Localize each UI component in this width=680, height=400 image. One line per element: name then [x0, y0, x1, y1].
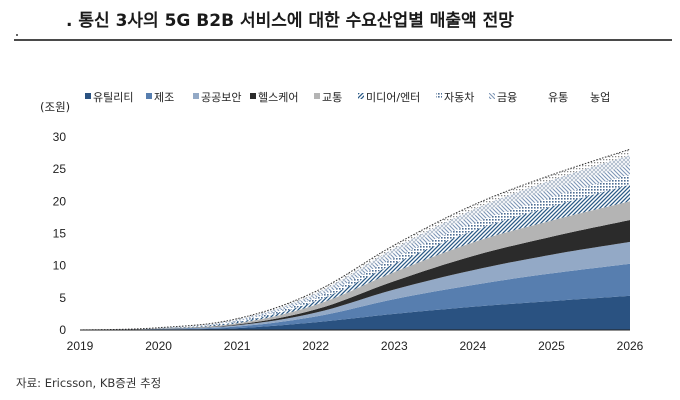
legend-label: 헬스케어 — [258, 91, 298, 104]
legend-swatch — [358, 93, 364, 99]
legend-item-자동차: 자동차 — [436, 91, 474, 104]
y-tick-label: 5 — [59, 291, 66, 305]
legend-item-미디어/엔터: 미디어/엔터 — [358, 91, 420, 104]
legend-swatch — [85, 93, 91, 99]
x-tick-label: 2022 — [302, 339, 329, 353]
legend-item-공공보안: 공공보안 — [193, 91, 241, 104]
y-tick-label: 10 — [53, 259, 67, 273]
legend-label: 유통 — [548, 91, 568, 104]
x-tick-label: 2019 — [67, 339, 94, 353]
legend-label: 농업 — [590, 91, 610, 104]
legend-swatch — [193, 93, 199, 99]
stacked-areas — [79, 148, 631, 331]
x-tick-label: 2020 — [145, 339, 172, 353]
legend-label: 제조 — [154, 91, 174, 104]
legend-item-제조: 제조 — [146, 91, 174, 104]
x-tick-label: 2026 — [617, 339, 644, 353]
legend-item-헬스케어: 헬스케어 — [250, 91, 298, 104]
x-tick-label: 2025 — [538, 339, 565, 353]
x-tick-label: 2024 — [460, 339, 487, 353]
x-tick-label: 2021 — [224, 339, 251, 353]
area-공공보안 — [80, 241, 630, 330]
legend-label: 교통 — [322, 91, 342, 104]
y-tick-label: 30 — [53, 130, 67, 144]
source-note: 자료: Ericsson, KB증권 추정 — [16, 376, 162, 390]
legend-swatch — [489, 93, 495, 99]
legend-swatch — [436, 93, 442, 99]
legend-swatch — [146, 93, 152, 99]
y-axis-ticks: 0 5 10 15 20 25 30 — [53, 130, 67, 337]
header-dot — [16, 34, 18, 36]
x-tick-label: 2023 — [381, 339, 408, 353]
total-outline — [79, 148, 631, 331]
legend-item-교통: 교통 — [314, 91, 342, 104]
y-tick-label: 15 — [53, 227, 67, 241]
legend: 유틸리티 제조 공공보안 헬스케어 교통 미디어/엔터 자동차 금융 유통 농업 — [85, 91, 610, 104]
legend-item-유틸리티: 유틸리티 — [85, 91, 133, 104]
legend-label: 유틸리티 — [93, 91, 133, 104]
legend-label: 공공보안 — [201, 91, 241, 104]
legend-label: 금융 — [497, 91, 517, 104]
area-유틸리티 — [80, 295, 630, 330]
legend-label: 미디어/엔터 — [366, 91, 420, 104]
x-axis-ticks: 2019 2020 2021 2022 2023 2024 2025 2026 — [67, 339, 644, 353]
y-tick-label: 20 — [53, 194, 67, 208]
legend-swatch — [314, 93, 320, 99]
legend-item-농업: 농업 — [590, 91, 610, 104]
y-axis-unit: (조원) — [40, 100, 70, 114]
legend-label: 자동차 — [444, 91, 474, 104]
title-rule — [14, 39, 672, 41]
area-유통 — [80, 155, 630, 330]
legend-item-유통: 유통 — [548, 91, 568, 104]
y-tick-label: 25 — [53, 162, 67, 176]
y-tick-label: 0 — [59, 323, 66, 337]
chart-title: . 통신 3사의 5G B2B 서비스에 대한 수요산업별 매출액 전망 — [66, 11, 514, 31]
area-제조 — [80, 263, 630, 330]
legend-item-금융: 금융 — [489, 91, 517, 104]
legend-swatch — [250, 93, 256, 99]
area-농업 — [80, 149, 630, 330]
